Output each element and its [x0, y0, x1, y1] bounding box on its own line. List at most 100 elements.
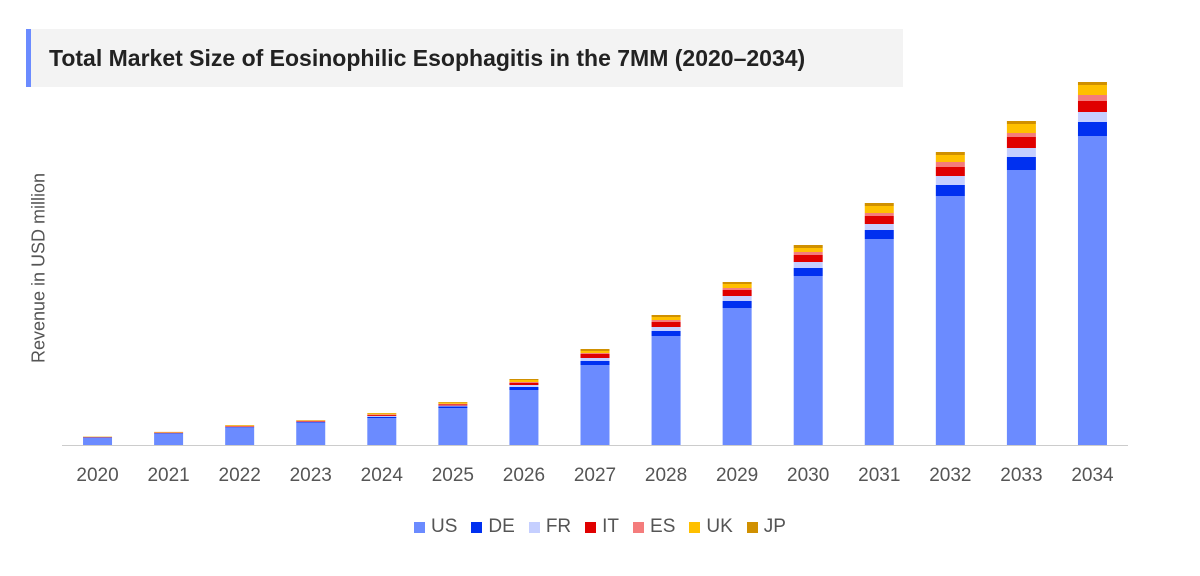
bar-ES-2027	[580, 353, 610, 354]
bar-IT-2024	[367, 414, 397, 416]
legend-item-JP: JP	[746, 516, 786, 538]
bar-FR-2023	[296, 421, 326, 423]
bar-IT-2031	[864, 216, 894, 224]
bar-JP-2034	[1077, 82, 1107, 85]
bar-FR-2030	[793, 262, 823, 268]
bar-ES-2031	[864, 213, 894, 216]
bar-UK-2031	[864, 206, 894, 213]
bar-IT-2023	[296, 421, 326, 422]
bar-DE-2022	[225, 427, 255, 428]
bar-JP-2025	[438, 402, 468, 403]
legend-label: DE	[488, 516, 515, 537]
bar-ES-2029	[722, 288, 752, 290]
x-tick-label: 2029	[716, 465, 758, 486]
bar-UK-2025	[438, 402, 468, 404]
bar-ES-2026	[509, 382, 539, 383]
bar-JP-2027	[580, 349, 610, 351]
bar-DE-2030	[793, 268, 823, 276]
legend-swatch	[528, 521, 540, 533]
bar-DE-2031	[864, 230, 894, 239]
legend-item-UK: UK	[689, 516, 733, 538]
legend-label: US	[431, 516, 458, 537]
legend-label: FR	[545, 516, 572, 537]
x-tick-label: 2023	[290, 465, 332, 486]
bar-US-2020	[83, 438, 113, 445]
bar-ES-2033	[1006, 133, 1036, 137]
bar-IT-2026	[509, 383, 539, 385]
bar-DE-2029	[722, 301, 752, 308]
bar-US-2032	[935, 196, 965, 445]
x-tick-label: 2026	[503, 465, 545, 486]
bar-UK-2029	[722, 284, 752, 288]
legend-swatch	[633, 521, 645, 533]
bar-US-2026	[509, 390, 539, 445]
bar-FR-2026	[509, 385, 539, 387]
bar-FR-2025	[438, 405, 468, 407]
legend-swatch	[471, 521, 483, 533]
bar-US-2024	[367, 418, 397, 445]
bar-US-2034	[1077, 136, 1107, 445]
x-tick-label: 2034	[1071, 465, 1114, 486]
legend-item-US: US	[414, 516, 457, 538]
bar-FR-2029	[722, 296, 752, 301]
bar-UK-2024	[367, 413, 397, 415]
bar-US-2023	[296, 423, 326, 445]
x-tick-label: 2030	[787, 465, 829, 486]
legend-swatch	[585, 521, 597, 533]
bar-UK-2028	[651, 317, 681, 320]
bar-UK-2027	[580, 351, 610, 353]
bar-UK-2026	[509, 380, 539, 382]
x-tick-label: 2022	[219, 465, 261, 486]
x-tick-label: 2028	[645, 465, 687, 486]
bar-FR-2033	[1006, 148, 1036, 157]
legend-label: JP	[763, 516, 786, 537]
x-tick-label: 2025	[432, 465, 474, 486]
bar-US-2027	[580, 365, 610, 445]
legend-swatch	[746, 521, 758, 533]
bar-FR-2027	[580, 358, 610, 361]
bar-FR-2031	[864, 224, 894, 230]
bar-UK-2034	[1077, 85, 1107, 95]
bar-US-2031	[864, 239, 894, 445]
bar-IT-2025	[438, 404, 468, 406]
x-tick-label: 2032	[929, 465, 971, 486]
legend: US DE FR IT ES UK JP	[0, 516, 1200, 538]
bar-DE-2034	[1077, 122, 1107, 136]
x-tick-label: 2021	[147, 465, 189, 486]
bar-ES-2025	[438, 403, 468, 405]
bar-JP-2029	[722, 282, 752, 284]
bar-JP-2032	[935, 152, 965, 155]
bar-DE-2024	[367, 416, 397, 418]
bar-UK-2022	[225, 425, 255, 426]
x-tick-label: 2031	[858, 465, 900, 486]
bar-UK-2033	[1006, 124, 1036, 133]
legend-swatch	[689, 521, 701, 533]
bar-IT-2027	[580, 354, 610, 358]
bar-ES-2032	[935, 162, 965, 167]
bar-UK-2023	[296, 420, 326, 421]
legend-item-FR: FR	[528, 516, 572, 538]
bar-US-2021	[154, 434, 184, 445]
bar-DE-2023	[296, 422, 326, 423]
bar-IT-2033	[1006, 137, 1036, 148]
bar-DE-2025	[438, 406, 468, 408]
bar-IT-2029	[722, 290, 752, 296]
legend-swatch	[414, 521, 425, 533]
bar-IT-2022	[225, 426, 255, 427]
x-tick-label: 2033	[1000, 465, 1042, 486]
legend-label: IT	[602, 516, 620, 537]
bar-DE-2028	[651, 331, 681, 336]
chart-title: Total Market Size of Eosinophilic Esopha…	[49, 45, 806, 71]
x-tick-label: 2024	[361, 465, 404, 486]
legend-item-ES: ES	[633, 516, 675, 538]
bar-IT-2028	[651, 322, 681, 327]
bar-US-2033	[1006, 170, 1036, 445]
bar-ES-2034	[1077, 95, 1107, 101]
bar-ES-2028	[651, 320, 681, 322]
legend-item-DE: DE	[471, 516, 515, 538]
legend-label: UK	[706, 516, 733, 537]
bar-DE-2032	[935, 185, 965, 196]
bar-ES-2030	[793, 252, 823, 255]
bar-US-2025	[438, 408, 468, 445]
